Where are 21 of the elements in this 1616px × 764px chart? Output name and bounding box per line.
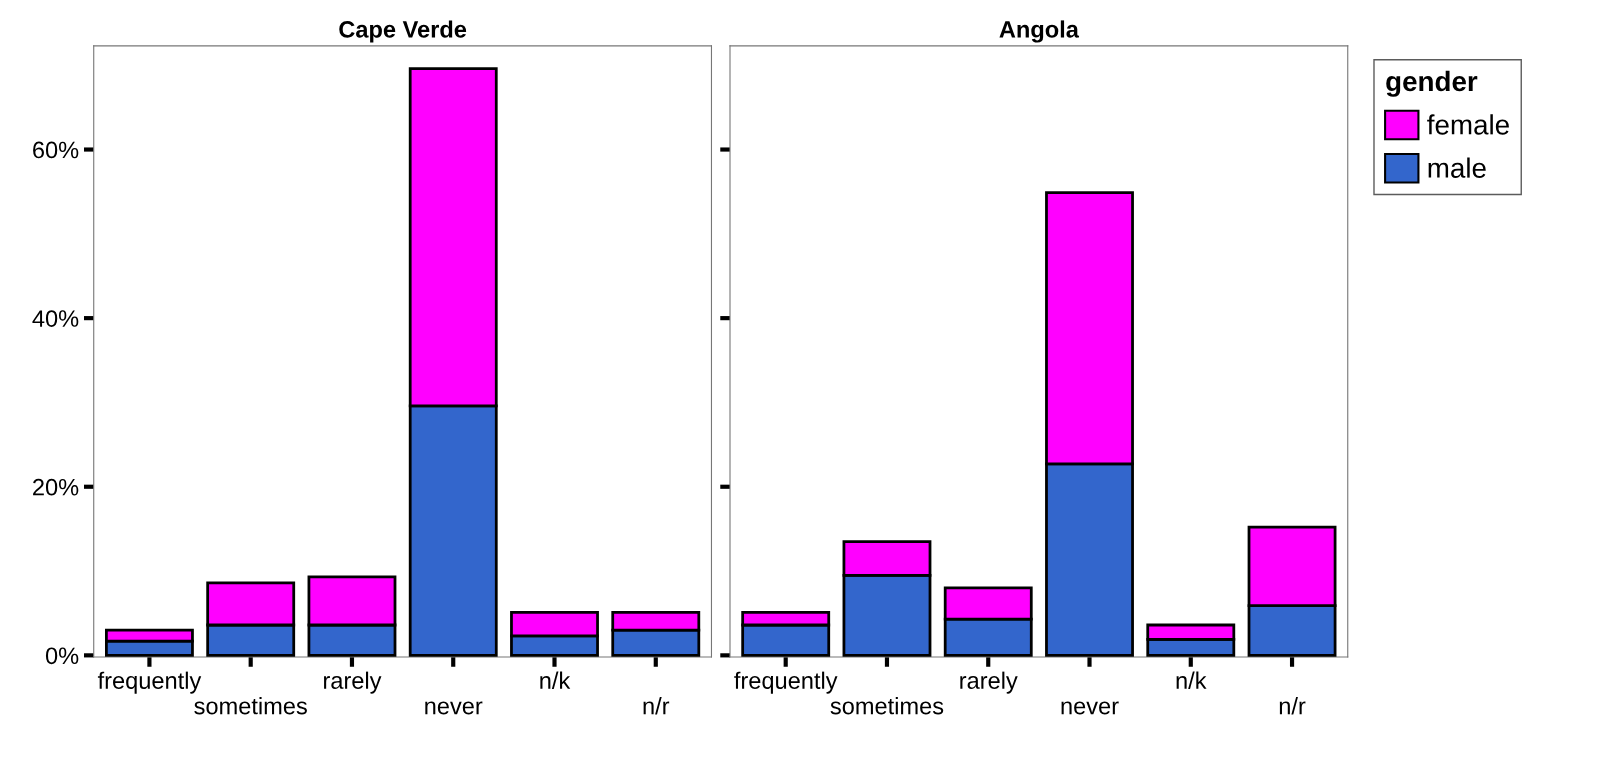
y-tick-label: 60% bbox=[33, 141, 79, 159]
y-tick-label: 40% bbox=[32, 310, 79, 327]
x-tick-label: never bbox=[425, 701, 483, 715]
x-tick-label: frequently bbox=[97, 671, 202, 694]
y-tick-label: 20% bbox=[33, 478, 79, 496]
x-tick-label: n/r bbox=[1279, 697, 1306, 715]
x-tick-label: frequently bbox=[734, 671, 838, 694]
x-tick-label: n/r bbox=[643, 697, 670, 715]
x-tick-label: n/k bbox=[540, 671, 571, 689]
chart-title: Angola bbox=[999, 20, 1080, 43]
x-tick-label: n/k bbox=[1176, 671, 1207, 689]
chart-title: Cape Verde bbox=[339, 20, 467, 43]
x-tick-label: never bbox=[1061, 701, 1119, 715]
x-tick-label: rarely bbox=[324, 671, 382, 694]
legend-label: female bbox=[1427, 114, 1509, 135]
x-tick-label: sometimes bbox=[830, 697, 944, 715]
legend-title: gender bbox=[1386, 70, 1478, 97]
x-tick-label: sometimes bbox=[194, 697, 307, 715]
legend-label: male bbox=[1428, 157, 1486, 178]
x-tick-label: rarely bbox=[960, 671, 1018, 694]
y-tick-label: 0% bbox=[45, 647, 79, 665]
